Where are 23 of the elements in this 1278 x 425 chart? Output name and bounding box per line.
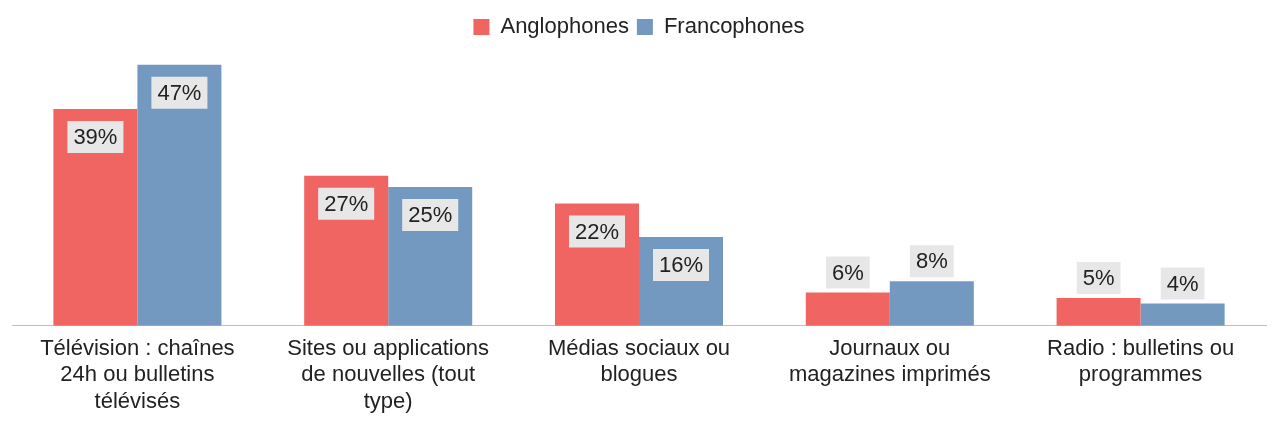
legend-label: Anglophones bbox=[500, 13, 629, 39]
bar bbox=[137, 64, 222, 326]
x-tick-label: Médias sociaux ou blogues bbox=[547, 335, 731, 387]
data-label: 47% bbox=[157, 79, 202, 105]
x-tick-label: Télévision : chaînes 24h ou bulletins télévisés bbox=[40, 335, 235, 413]
data-label: 5% bbox=[1082, 265, 1115, 291]
data-label: 8% bbox=[915, 248, 948, 274]
x-tick-label: Sites ou applications de nouvelles (tout type) bbox=[287, 335, 490, 413]
data-label: 25% bbox=[408, 201, 453, 227]
x-tick-label: Journaux ou magazines imprimés bbox=[788, 335, 991, 387]
data-label: 4% bbox=[1166, 270, 1199, 296]
bar bbox=[889, 281, 974, 326]
data-label: 16% bbox=[658, 251, 704, 277]
data-label: 6% bbox=[831, 259, 864, 285]
bar bbox=[1140, 303, 1225, 326]
data-label: 22% bbox=[574, 218, 620, 244]
data-label: 27% bbox=[324, 190, 369, 216]
x-tick-label: Radio : bulletins ou programmes bbox=[1047, 335, 1235, 387]
legend-label: Francophones bbox=[663, 13, 805, 39]
data-label: 39% bbox=[73, 124, 118, 150]
bar bbox=[53, 109, 138, 326]
bar bbox=[805, 292, 890, 326]
bar bbox=[1056, 298, 1141, 326]
